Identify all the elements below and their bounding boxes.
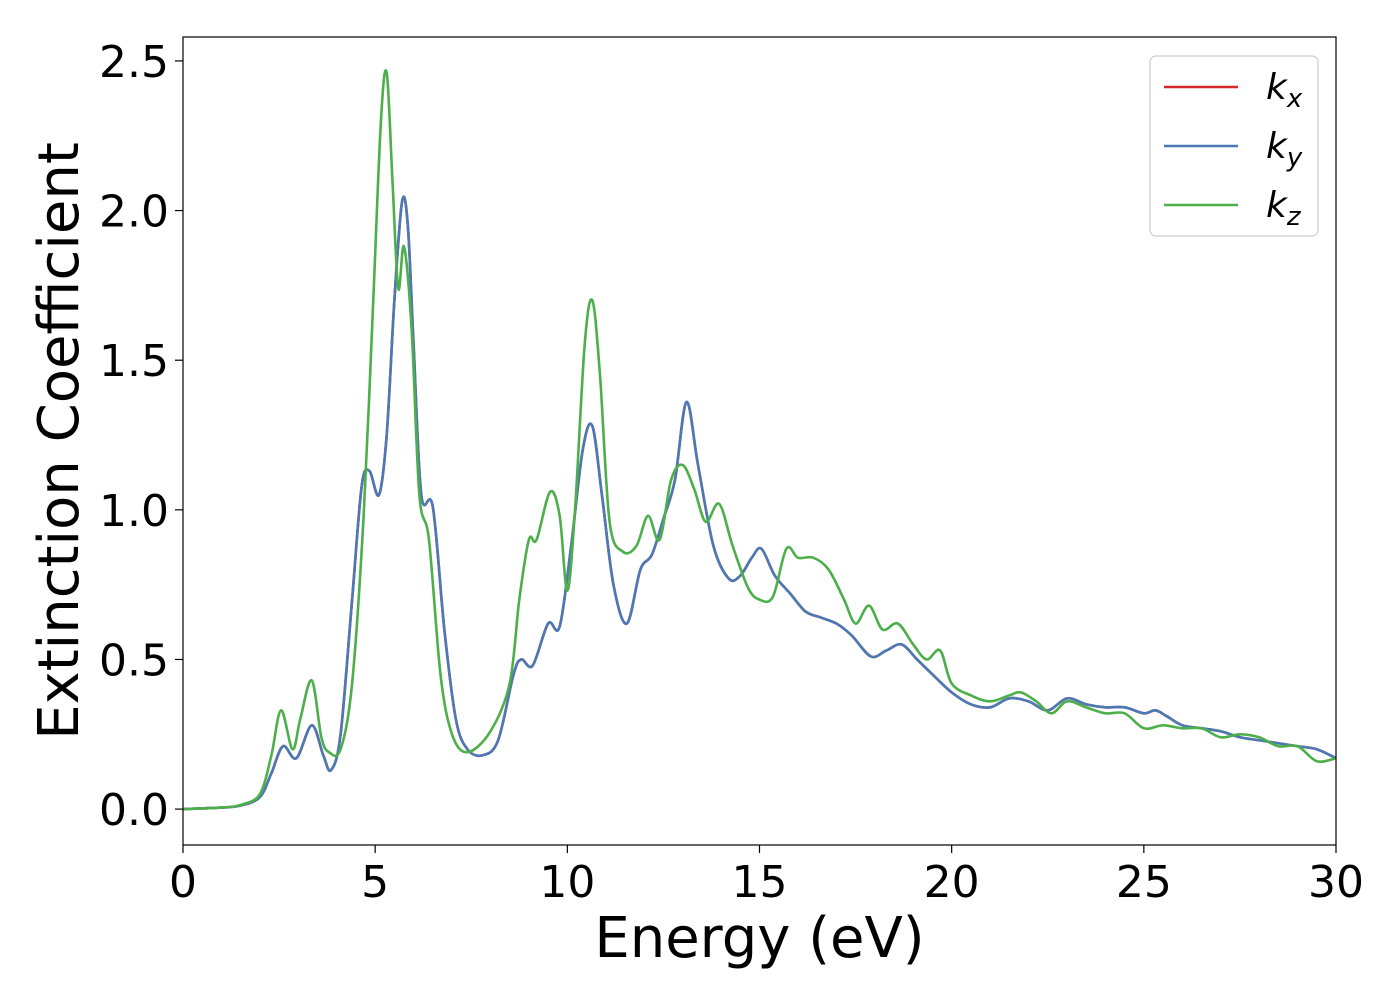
legend: kx ky kz [1149, 55, 1319, 237]
x-tick-label: 0 [169, 857, 197, 908]
x-tick-label: 5 [361, 857, 389, 908]
y-tick-label: 0.0 [99, 785, 169, 836]
x-tick-label: 30 [1308, 857, 1364, 908]
x-tick-label: 25 [1116, 857, 1172, 908]
y-tick-label: 1.0 [99, 486, 169, 537]
x-tick-label: 10 [539, 857, 595, 908]
x-axis-label: Energy (eV) [594, 906, 924, 971]
y-tick-label: 1.5 [99, 336, 169, 387]
x-tick-label: 20 [924, 857, 980, 908]
x-tick-label: 15 [732, 857, 788, 908]
legend-label-kz: kz [1266, 185, 1302, 232]
series-line-kz [183, 69, 1336, 811]
y-tick-label: 2.0 [99, 187, 169, 238]
y-tick-label: 2.5 [99, 37, 169, 88]
series-line-ky [183, 195, 1336, 811]
y-axis-label: Extinction Coefficient [27, 142, 92, 740]
ticks-layer: 0 5 10 15 20 25 30 0.0 0.5 1.0 1.5 2.0 2.5 [99, 37, 1364, 908]
y-tick-label: 0.5 [99, 635, 169, 686]
legend-label-ky: ky [1266, 126, 1303, 173]
series-line-kx [183, 195, 1336, 811]
legend-label-kx: kx [1266, 67, 1303, 114]
series-layer [183, 69, 1336, 811]
